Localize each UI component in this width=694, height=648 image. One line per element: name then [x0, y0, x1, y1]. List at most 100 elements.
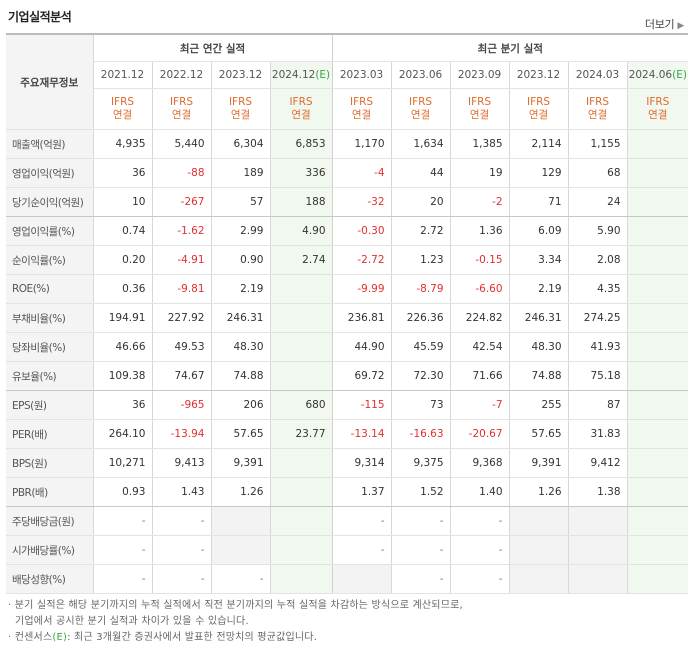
- table-cell: [269, 332, 333, 362]
- table-cell: -115: [331, 390, 392, 420]
- table-cell: -1.62: [151, 216, 211, 246]
- period-label: 2023.06: [398, 69, 443, 81]
- table-cell: -: [390, 535, 451, 565]
- table-cell: -9.81: [151, 274, 211, 304]
- table-cell: -: [449, 535, 510, 565]
- table-cell: 129: [508, 158, 569, 188]
- ifrs-header: IFRS 연결: [508, 88, 569, 130]
- row-label: 당기순이익(억원): [6, 187, 94, 217]
- table-cell: -: [390, 506, 451, 536]
- table-row: 당기순이익(억원) 10 -267 57 188 -32 20 -2 71 24: [6, 187, 689, 217]
- table-cell: 194.91: [92, 303, 152, 333]
- table-cell: 1,634: [390, 129, 451, 159]
- table-cell: [269, 448, 333, 478]
- table-cell: 224.82: [449, 303, 510, 333]
- table-row: 당좌비율(%) 46.66 49.53 48.30 44.90 45.59 42.54 48.…: [6, 332, 689, 362]
- table-cell: -: [92, 564, 152, 594]
- table-cell: [331, 564, 392, 594]
- table-cell: 1.36: [449, 216, 510, 246]
- table-row: PER(배) 264.10 -13.94 57.65 23.77 -13.14 -16.63…: [6, 419, 689, 449]
- ifrs-header: IFRS 연결: [449, 88, 510, 130]
- table-cell: [567, 535, 628, 565]
- table-row: 영업이익률(%) 0.74 -1.62 2.99 4.90 -0.30 2.72 1.36 6.…: [6, 216, 689, 246]
- table-cell: -9.99: [331, 274, 392, 304]
- row-label: 주당배당금(원): [6, 506, 94, 536]
- table-cell: -: [92, 535, 152, 565]
- period-header: 2023.03: [331, 61, 392, 89]
- table-cell: 5,440: [151, 129, 211, 159]
- more-label: 더보기: [644, 18, 675, 31]
- table-cell: 24: [567, 187, 628, 217]
- table-cell: [269, 303, 333, 333]
- period-header: 2023.12: [210, 61, 270, 89]
- table-cell: 23.77: [269, 419, 333, 449]
- table-row: 부채비율(%) 194.91 227.92 246.31 236.81 226.36 224…: [6, 303, 689, 333]
- consolidated-label: 연결: [410, 109, 431, 121]
- table-cell: [626, 419, 689, 449]
- table-cell: 44: [390, 158, 451, 188]
- table-cell: 0.90: [210, 245, 270, 275]
- table-cell: 2.72: [390, 216, 451, 246]
- table-cell: 74.88: [210, 361, 270, 391]
- table-cell: 188: [269, 187, 333, 217]
- table-cell: 336: [269, 158, 333, 188]
- table-cell: 74.67: [151, 361, 211, 391]
- table-cell: 9,391: [508, 448, 569, 478]
- table-cell: [626, 216, 689, 246]
- row-label: 당좌비율(%): [6, 332, 94, 362]
- table-row: 영업이익(억원) 36 -88 189 336 -4 44 19 129 68: [6, 158, 689, 188]
- period-header: 2024.06(E): [626, 61, 689, 89]
- table-cell: 71: [508, 187, 569, 217]
- table-cell: -2.72: [331, 245, 392, 275]
- table-cell: 1.23: [390, 245, 451, 275]
- ifrs-label: IFRS: [646, 96, 670, 108]
- more-link[interactable]: 더보기 ▶: [645, 16, 684, 32]
- chevron-right-icon: ▶: [677, 21, 684, 31]
- ifrs-header: IFRS 연결: [269, 88, 333, 130]
- row-label: 순이익률(%): [6, 245, 94, 275]
- table-cell: [269, 564, 333, 594]
- note-line-2: 기업에서 공시한 분기 실적과 차이가 있을 수 있습니다.: [15, 616, 249, 627]
- ifrs-header: IFRS 연결: [92, 88, 152, 130]
- table-row: 시가배당률(%) - - - - -: [6, 535, 689, 565]
- consolidated-label: 연결: [648, 109, 668, 121]
- ifrs-label: IFRS: [585, 96, 610, 108]
- row-label: 부채비율(%): [6, 303, 94, 333]
- ifrs-header: IFRS 연결: [626, 88, 689, 130]
- table-cell: 206: [210, 390, 270, 420]
- table-cell: 9,391: [210, 448, 270, 478]
- period-header: 2024.12(E): [269, 61, 333, 89]
- table-cell: -13.94: [151, 419, 211, 449]
- table-cell: 2,114: [508, 129, 569, 159]
- table-cell: 1.40: [449, 477, 510, 507]
- table-cell: -88: [151, 158, 211, 188]
- ifrs-header: IFRS 연결: [567, 88, 628, 130]
- table-cell: [269, 506, 333, 536]
- table-cell: 57: [210, 187, 270, 217]
- table-cell: 4.90: [269, 216, 333, 246]
- table-cell: 41.93: [567, 332, 628, 362]
- table-cell: -13.14: [331, 419, 392, 449]
- table-cell: 74.88: [508, 361, 569, 391]
- table-cell: [626, 564, 689, 594]
- period-header: 2024.03: [567, 61, 628, 89]
- table-cell: 31.83: [567, 419, 628, 449]
- period-label: 2022.12: [159, 69, 204, 81]
- table-cell: 68: [567, 158, 628, 188]
- table-cell: 48.30: [210, 332, 270, 362]
- table-cell: -4.91: [151, 245, 211, 275]
- period-header: 2023.12: [508, 61, 569, 89]
- table-row: 주당배당금(원) - - - - -: [6, 506, 689, 536]
- period-label: 2023.12: [516, 69, 561, 81]
- table-cell: [626, 129, 689, 159]
- table-cell: 274.25: [567, 303, 628, 333]
- table-cell: 9,413: [151, 448, 211, 478]
- estimate-mark: (E): [672, 69, 687, 81]
- table-cell: -16.63: [390, 419, 451, 449]
- table-cell: 73: [390, 390, 451, 420]
- ifrs-label: IFRS: [408, 96, 433, 108]
- table-cell: 1.52: [390, 477, 451, 507]
- period-header: 2023.09: [449, 61, 510, 89]
- table-cell: 42.54: [449, 332, 510, 362]
- table-cell: -: [449, 506, 510, 536]
